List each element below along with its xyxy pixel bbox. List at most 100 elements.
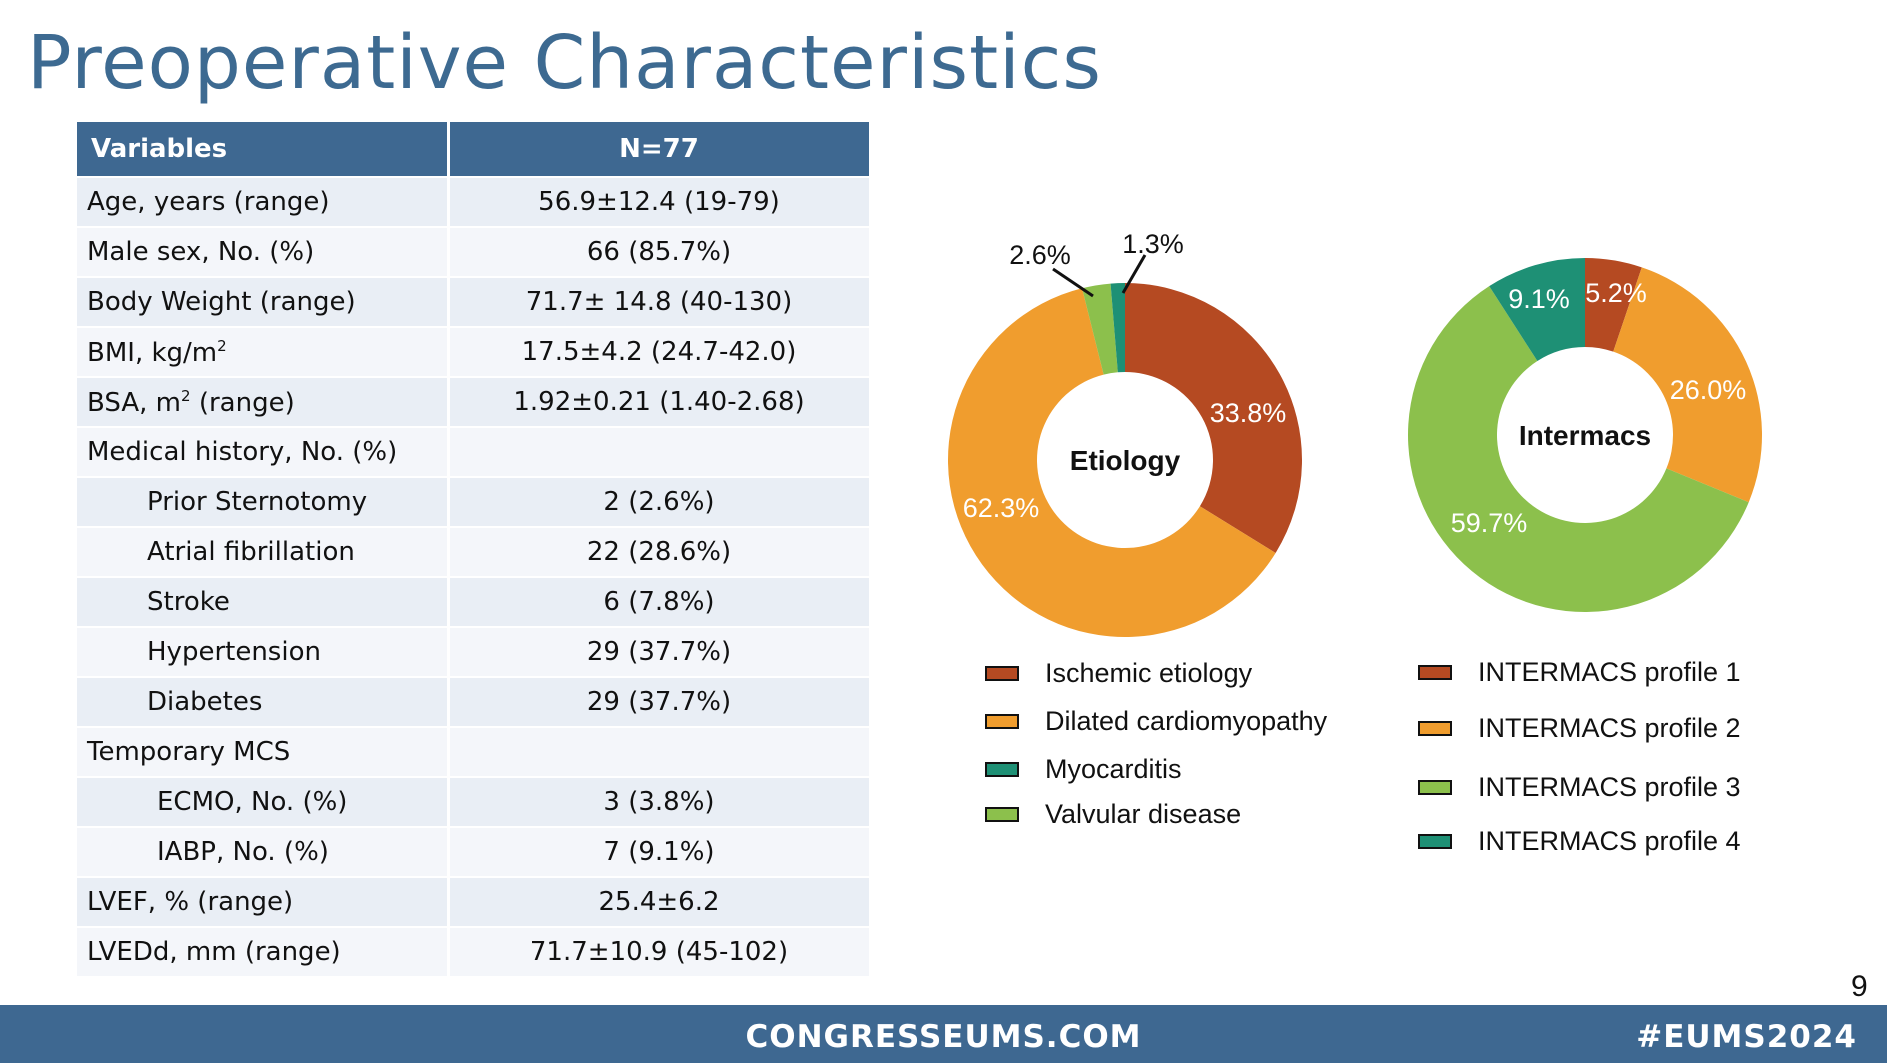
legend-swatch — [1418, 834, 1452, 849]
legend-label: INTERMACS profile 1 — [1478, 657, 1741, 687]
row-label: Stroke — [77, 576, 450, 627]
donut-slice — [1407, 286, 1749, 613]
data-label: 2.6% — [1009, 240, 1071, 270]
footer-bar: CONGRESSEUMS.COM #EUMS2024 — [0, 1005, 1887, 1063]
donut-slice — [1585, 258, 1642, 352]
superscript: 2 — [217, 336, 227, 355]
table-row: ECMO, No. (%) 3 (3.8%) — [77, 776, 872, 827]
leader-line — [1121, 254, 1147, 294]
row-label: LVEDd, mm (range) — [77, 926, 450, 976]
legend-item: INTERMACS profile 4 — [1418, 826, 1741, 857]
table-row: Hypertension 29 (37.7%) — [77, 626, 872, 677]
row-label-text: Body Weight (range) — [87, 287, 356, 317]
chart-title: Intermacs — [1519, 420, 1651, 451]
table-row: Prior Sternotomy 2 (2.6%) — [77, 476, 872, 527]
data-label: 1.3% — [1122, 229, 1184, 259]
row-value: 71.7±10.9 (45-102) — [448, 926, 872, 976]
row-label-text: Male sex, No. (%) — [87, 237, 315, 267]
footer-hashtag: #EUMS2024 — [1636, 1019, 1857, 1055]
row-label: Medical history, No. (%) — [77, 426, 450, 477]
row-label: LVEF, % (range) — [77, 876, 450, 927]
table-row: BMI, kg/m2 17.5±4.2 (24.7-42.0) — [77, 326, 872, 377]
legend-label: INTERMACS profile 2 — [1478, 713, 1741, 743]
data-label: 62.3% — [963, 493, 1040, 523]
row-label: Hypertension — [77, 626, 450, 677]
row-label-text: BSA, m — [87, 387, 182, 418]
header-n: N=77 — [448, 122, 872, 177]
chart-title: Etiology — [1070, 445, 1181, 476]
legend-item: INTERMACS profile 3 — [1418, 772, 1741, 803]
preoperative-table: Variables N=77 Age, years (range) 56.9±12… — [77, 122, 872, 976]
row-label-text: Medical history, No. (%) — [87, 437, 398, 467]
legend-label: Ischemic etiology — [1045, 658, 1253, 688]
row-label-text: Stroke — [147, 587, 230, 617]
row-value: 29 (37.7%) — [448, 626, 872, 677]
row-label: Temporary MCS — [77, 726, 450, 777]
table-row: Age, years (range) 56.9±12.4 (19-79) — [77, 176, 872, 227]
page-number: 9 — [1851, 970, 1868, 1003]
leader-line — [1052, 267, 1094, 298]
table-body: Age, years (range) 56.9±12.4 (19-79) Male … — [77, 176, 872, 976]
row-label-text: Atrial fibrillation — [147, 537, 355, 567]
row-value: 56.9±12.4 (19-79) — [448, 176, 872, 227]
row-label-text: Diabetes — [147, 687, 263, 717]
legend-item: Valvular disease — [985, 799, 1241, 830]
donut-charts: 33.8% 62.3% 2.6% 1.3% Etiology 5.2% 26.0% 59.7%… — [947, 229, 1762, 637]
data-label: 59.7% — [1451, 508, 1528, 538]
row-value: 25.4±6.2 — [448, 876, 872, 927]
row-value: 1.92±0.21 (1.40-2.68) — [448, 376, 872, 427]
table-row: BSA, m2 (range) 1.92±0.21 (1.40-2.68) — [77, 376, 872, 427]
donut-slice — [1082, 283, 1118, 375]
legend-swatch — [985, 762, 1019, 777]
slide-title: Preoperative Characteristics — [27, 20, 1102, 106]
row-value: 17.5±4.2 (24.7-42.0) — [448, 326, 872, 377]
row-label: IABP, No. (%) — [77, 826, 450, 877]
table-row: LVEDd, mm (range) 71.7±10.9 (45-102) — [77, 926, 872, 976]
row-label: BSA, m2 (range) — [77, 376, 450, 427]
superscript: 2 — [181, 386, 191, 405]
table-row: Male sex, No. (%) 66 (85.7%) — [77, 226, 872, 277]
legend-item: Myocarditis — [985, 754, 1182, 785]
row-label: Prior Sternotomy — [77, 476, 450, 527]
row-label: BMI, kg/m2 — [77, 326, 450, 377]
row-label-text: LVEF, % (range) — [87, 887, 294, 917]
row-label-text: Temporary MCS — [87, 737, 291, 767]
donut-slice — [1613, 267, 1762, 503]
data-label: 5.2% — [1585, 278, 1647, 308]
legend-label: Dilated cardiomyopathy — [1045, 706, 1328, 736]
row-value: 7 (9.1%) — [448, 826, 872, 877]
row-label-text: Hypertension — [147, 637, 321, 667]
data-label: 26.0% — [1670, 375, 1747, 405]
legend-label: Myocarditis — [1045, 754, 1182, 784]
row-label-text: ECMO, No. (%) — [157, 787, 348, 817]
row-label-text: Age, years (range) — [87, 187, 330, 217]
row-value: 71.7± 14.8 (40-130) — [448, 276, 872, 327]
legend-item: INTERMACS profile 2 — [1418, 713, 1741, 744]
row-label-text: LVEDd, mm (range) — [87, 937, 341, 967]
data-label: 33.8% — [1210, 398, 1287, 428]
table-header-row: Variables N=77 — [77, 122, 872, 177]
donut-slice — [1110, 283, 1125, 373]
legend-swatch — [1418, 665, 1452, 680]
donut-slice — [947, 288, 1276, 637]
row-label: ECMO, No. (%) — [77, 776, 450, 827]
table-row: Diabetes 29 (37.7%) — [77, 676, 872, 727]
legend-swatch — [1418, 721, 1452, 736]
donut-intermacs: 5.2% 26.0% 59.7% 9.1% Intermacs — [1407, 258, 1762, 613]
row-value — [448, 426, 872, 477]
row-label-suffix: (range) — [190, 387, 295, 418]
row-label: Body Weight (range) — [77, 276, 450, 327]
legend-swatch — [1418, 780, 1452, 795]
row-value: 2 (2.6%) — [448, 476, 872, 527]
data-label: 9.1% — [1508, 284, 1570, 314]
row-value: 66 (85.7%) — [448, 226, 872, 277]
row-label: Age, years (range) — [77, 176, 450, 227]
table-row: Medical history, No. (%) — [77, 426, 872, 477]
table-row: Body Weight (range) 71.7± 14.8 (40-130) — [77, 276, 872, 327]
legend-item: Ischemic etiology — [985, 658, 1252, 689]
table-row: Atrial fibrillation 22 (28.6%) — [77, 526, 872, 577]
row-value: 22 (28.6%) — [448, 526, 872, 577]
donut-slice — [1489, 258, 1585, 361]
row-value — [448, 726, 872, 777]
row-label-text: BMI, kg/m — [87, 337, 218, 368]
